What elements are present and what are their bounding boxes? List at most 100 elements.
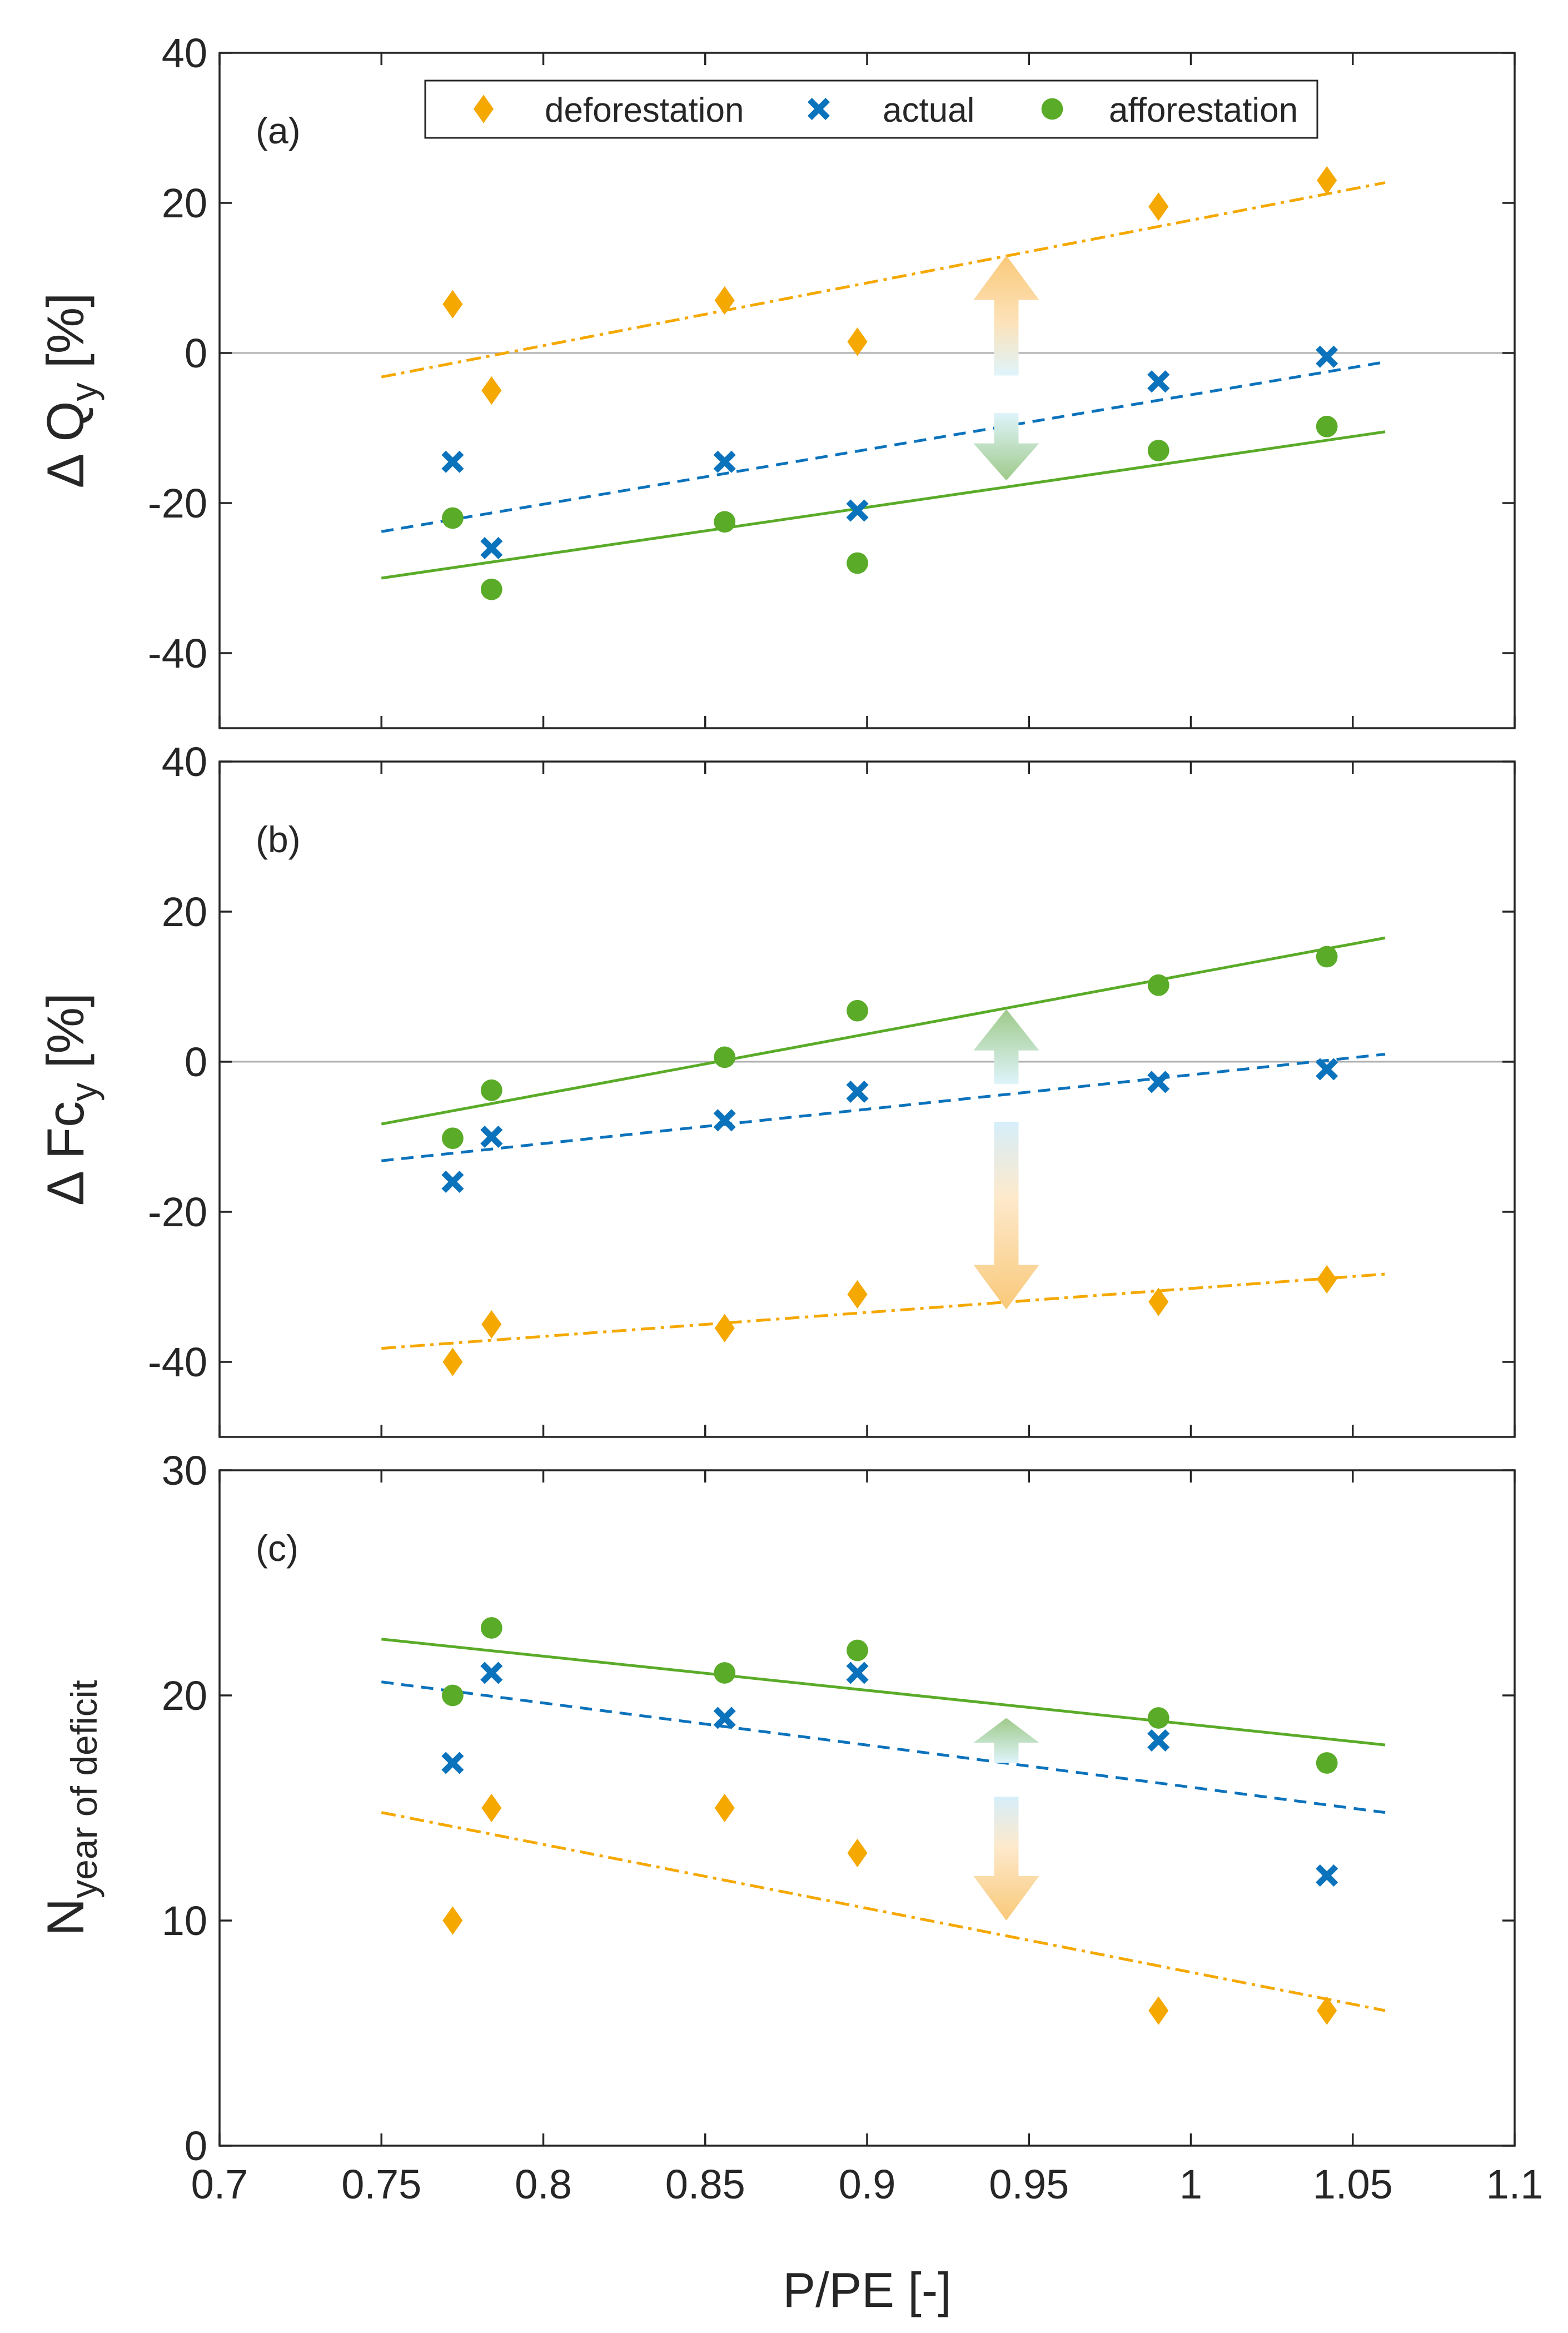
point-actual [441,1752,464,1774]
point-deforestation [1317,1996,1337,2025]
arrow-up [973,255,1039,376]
point-actual [1147,1729,1170,1752]
point-afforestation [480,578,502,600]
y-tick-label: 20 [162,1673,207,1719]
x-tick-label: 0.85 [665,2161,745,2207]
x-tick-label: 0.8 [515,2161,572,2207]
arrow-down [973,413,1039,481]
y-axis-title: Nyear of deficit [36,1680,104,1936]
point-deforestation [1148,192,1169,221]
panel-c: 0.7 0.75 0.8 0.85 0.9 0.95 1 1.05 1.1 0 10 20 30 (c) N… [36,1447,1543,2207]
point-actual [846,499,869,522]
arrow-down [973,1122,1039,1310]
x-tick-label: 1 [1179,2161,1202,2207]
point-afforestation [442,507,464,529]
x-tick-label: 0.95 [989,2161,1069,2207]
point-afforestation [480,1617,502,1639]
point-deforestation [714,1314,735,1342]
point-actual [480,1662,503,1684]
x-tick-label: 1.05 [1313,2161,1393,2207]
point-deforestation [847,1838,868,1868]
y-tick-label: 40 [162,30,207,76]
fit-line-deforestation [381,1811,1386,2012]
point-afforestation [714,511,736,533]
fit-line-deforestation [381,1272,1386,1350]
legend-marker-afforestation [1041,98,1063,120]
point-deforestation [442,290,463,319]
y-tick-label: 20 [162,889,207,935]
arrow-up [973,1009,1039,1085]
point-afforestation [714,1046,736,1068]
legend-label-deforestation: deforestation [545,91,744,130]
point-actual [713,1109,736,1132]
point-actual [846,1662,869,1684]
legend-marker-actual [807,97,830,121]
y-tick-label: 40 [162,739,207,785]
x-axis-title: P/PE [-] [783,2262,951,2317]
point-deforestation [1317,166,1337,195]
fit-line-afforestation [381,430,1386,580]
y-tick-label: -20 [148,1189,207,1235]
point-afforestation [1316,1752,1338,1774]
fit-line-actual [381,360,1386,533]
point-afforestation [847,552,868,574]
point-afforestation [442,1127,464,1150]
panel-label: (b) [256,819,301,860]
point-actual [713,450,736,473]
point-actual [1147,1071,1170,1093]
y-axis-title: Δ Qy [%] [36,293,104,489]
y-tick-label: 20 [162,180,207,226]
y-tick-label: 0 [185,330,207,376]
point-deforestation [847,327,868,356]
point-afforestation [714,1662,736,1684]
y-tick-label: -20 [148,480,207,526]
point-deforestation [714,1793,735,1823]
fit-line-afforestation [381,936,1386,1126]
fit-line-afforestation [381,1638,1386,1747]
point-afforestation [1316,946,1338,968]
arrow-up [973,1718,1039,1763]
point-actual [1316,1864,1338,1887]
point-afforestation [442,1684,464,1707]
point-deforestation [442,1347,463,1376]
x-tick-label: 0.9 [839,2161,896,2207]
point-actual [441,1170,464,1193]
point-afforestation [847,999,868,1022]
point-deforestation [442,1906,463,1935]
point-afforestation [1316,415,1338,437]
point-afforestation [1147,1707,1169,1729]
point-actual [480,1125,503,1148]
point-deforestation [847,1280,868,1309]
point-actual [1147,370,1170,393]
legend-label-afforestation: afforestation [1109,91,1298,130]
point-deforestation [1148,1287,1169,1316]
legend-marker-deforestation [473,94,494,123]
x-tick-label: 1.1 [1486,2161,1544,2207]
y-tick-label: 10 [162,1898,207,1944]
fit-line-deforestation [381,181,1386,379]
legend: deforestation actual afforestation [424,79,1318,139]
point-actual [441,450,464,473]
x-tick-label: 0.7 [191,2161,248,2207]
plot-frame [218,52,1516,729]
x-tick-label: 0.75 [341,2161,421,2207]
panels: -40 -20 0 20 40 (a) Δ Qy [%] -40 -20 0 20 40 (b) Δ Fc… [36,30,1543,2207]
plot-frame [218,1469,1516,2147]
legend-box [424,79,1318,139]
y-tick-label: -40 [148,630,207,676]
point-actual [1316,1058,1338,1081]
point-deforestation [481,1793,502,1823]
y-tick-label: 0 [185,2123,207,2169]
arrow-down [973,1797,1039,1921]
point-deforestation [1317,1265,1337,1294]
point-deforestation [481,376,502,405]
point-actual [480,536,503,560]
point-deforestation [481,1310,502,1339]
fit-line-actual [381,1053,1386,1162]
point-afforestation [480,1079,502,1101]
point-afforestation [1147,440,1169,461]
panel-label: (a) [256,110,301,151]
y-tick-label: -40 [148,1339,207,1385]
y-tick-label: 0 [185,1039,207,1085]
